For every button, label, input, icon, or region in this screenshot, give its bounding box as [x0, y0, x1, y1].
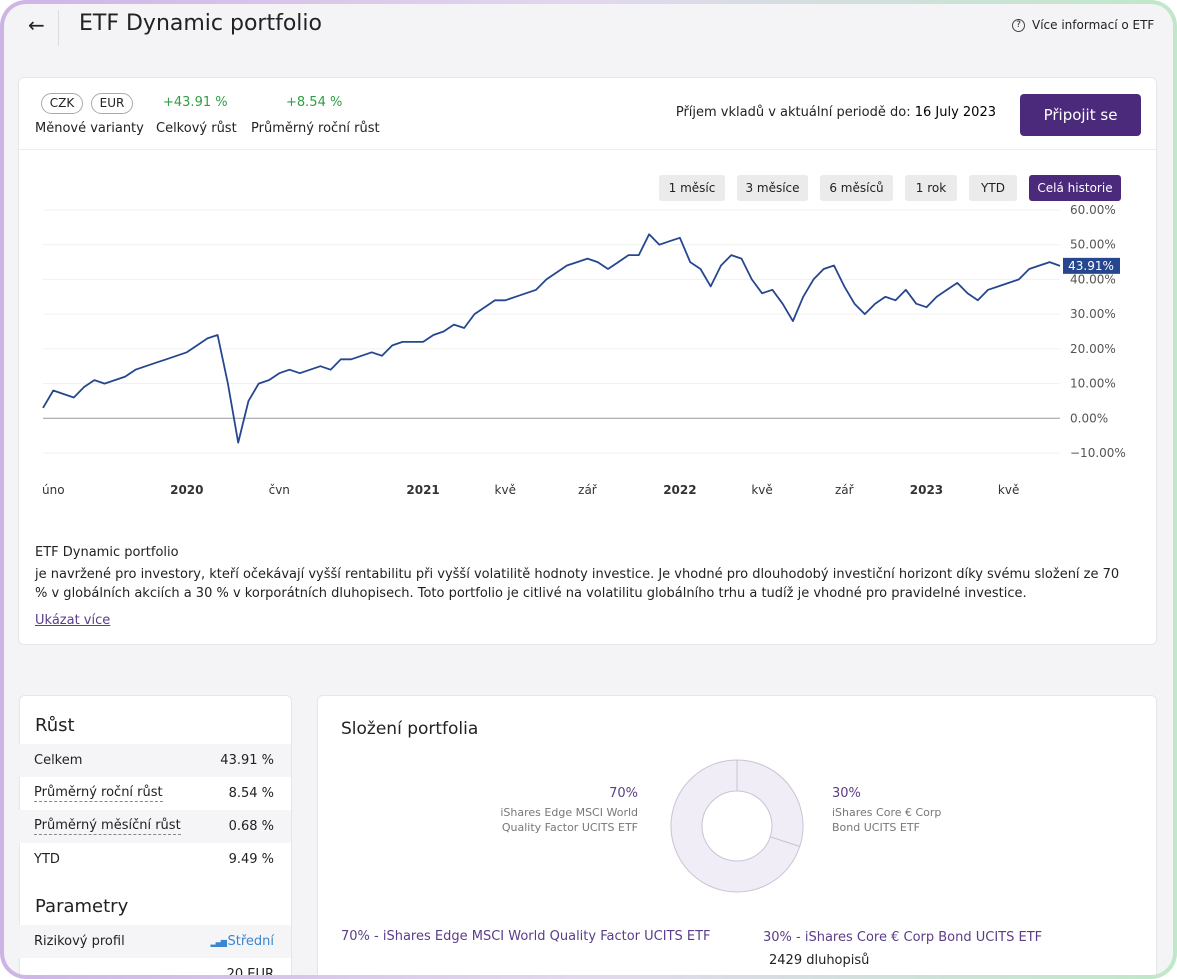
- divider: [58, 10, 59, 46]
- info-link[interactable]: Více informací o ETF: [1032, 18, 1155, 32]
- donut-category: iShares Edge MSCI World Quality Factor U…: [500, 806, 638, 834]
- period-button[interactable]: 6 měsíců: [820, 175, 893, 201]
- donut-category: iShares Core € Corp Bond UCITS ETF: [832, 806, 942, 834]
- info-icon: ?: [1012, 19, 1025, 32]
- stat-value: +8.54 %: [286, 95, 343, 110]
- growth-label: Celkem: [34, 753, 83, 768]
- risk-icon: ▂▄▆: [210, 938, 228, 947]
- period-button[interactable]: 1 měsíc: [659, 175, 725, 201]
- period-button[interactable]: YTD: [969, 175, 1017, 201]
- period-button[interactable]: Celá historie: [1029, 175, 1121, 201]
- page-title: ETF Dynamic portfolio: [79, 11, 322, 36]
- growth-label: Průměrný měsíční růst: [34, 818, 181, 835]
- deposit-info: Příjem vkladů v aktuální periodě do: 16 …: [676, 105, 996, 120]
- growth-label: YTD: [34, 852, 60, 867]
- donut-value-label: 30%: [832, 786, 861, 801]
- holding-title: 70% - iShares Edge MSCI World Quality Fa…: [341, 929, 711, 944]
- period-button[interactable]: 1 rok: [905, 175, 957, 201]
- description-text: je navržené pro investory, kteří očekáva…: [35, 567, 1120, 601]
- period-button[interactable]: 3 měsíce: [737, 175, 808, 201]
- growth-title: Růst: [35, 715, 75, 736]
- holding-title: 30% - iShares Core € Corp Bond UCITS ETF: [763, 930, 1043, 945]
- stat-label: Celkový růst: [156, 121, 237, 136]
- back-arrow[interactable]: ←: [28, 13, 45, 37]
- parameter-row: 20 EUR: [19, 958, 291, 975]
- parameter-value: ▂▄▆ Střední: [210, 925, 274, 959]
- portfolio-card: [18, 77, 1157, 645]
- growth-value: 9.49 %: [228, 852, 274, 867]
- currency-chip[interactable]: EUR: [91, 93, 133, 114]
- growth-value: 8.54 %: [228, 786, 274, 801]
- currency-chip[interactable]: CZK: [41, 93, 83, 114]
- donut-value-label: 70%: [609, 786, 638, 801]
- growth-value: 0.68 %: [228, 819, 274, 834]
- parameter-value: 20 EUR: [226, 967, 274, 975]
- stat-label: Průměrný roční růst: [251, 121, 380, 136]
- parameters-title: Parametry: [35, 896, 129, 917]
- stat-value: +43.91 %: [163, 95, 228, 110]
- divider: [19, 149, 1156, 150]
- risk-value: Střední: [227, 934, 274, 949]
- parameter-row: Rizikový profil ▂▄▆ Střední: [19, 925, 291, 958]
- join-button[interactable]: Připojit se: [1020, 94, 1141, 136]
- growth-row: Průměrný roční růst 8.54 %: [19, 777, 291, 810]
- growth-row: Celkem 43.91 %: [19, 744, 291, 777]
- show-more-link[interactable]: Ukázat více: [35, 613, 111, 628]
- composition-title: Složení portfolia: [341, 719, 479, 739]
- app: ← ETF Dynamic portfolio ? Více informací…: [4, 4, 1173, 975]
- growth-row: YTD 9.49 %: [19, 843, 291, 876]
- deposit-label: Příjem vkladů v aktuální periodě do:: [675, 105, 911, 120]
- description-title: ETF Dynamic portfolio: [35, 545, 179, 560]
- parameter-label: Rizikový profil: [34, 934, 125, 949]
- deposit-date: 16 July 2023: [914, 105, 996, 120]
- growth-value: 43.91 %: [220, 753, 274, 768]
- currency-label: Měnové varianty: [35, 121, 144, 136]
- growth-row: Průměrný měsíční růst 0.68 %: [19, 810, 291, 843]
- growth-label: Průměrný roční růst: [34, 785, 163, 802]
- holding-item: 2429 dluhopisů: [769, 953, 870, 968]
